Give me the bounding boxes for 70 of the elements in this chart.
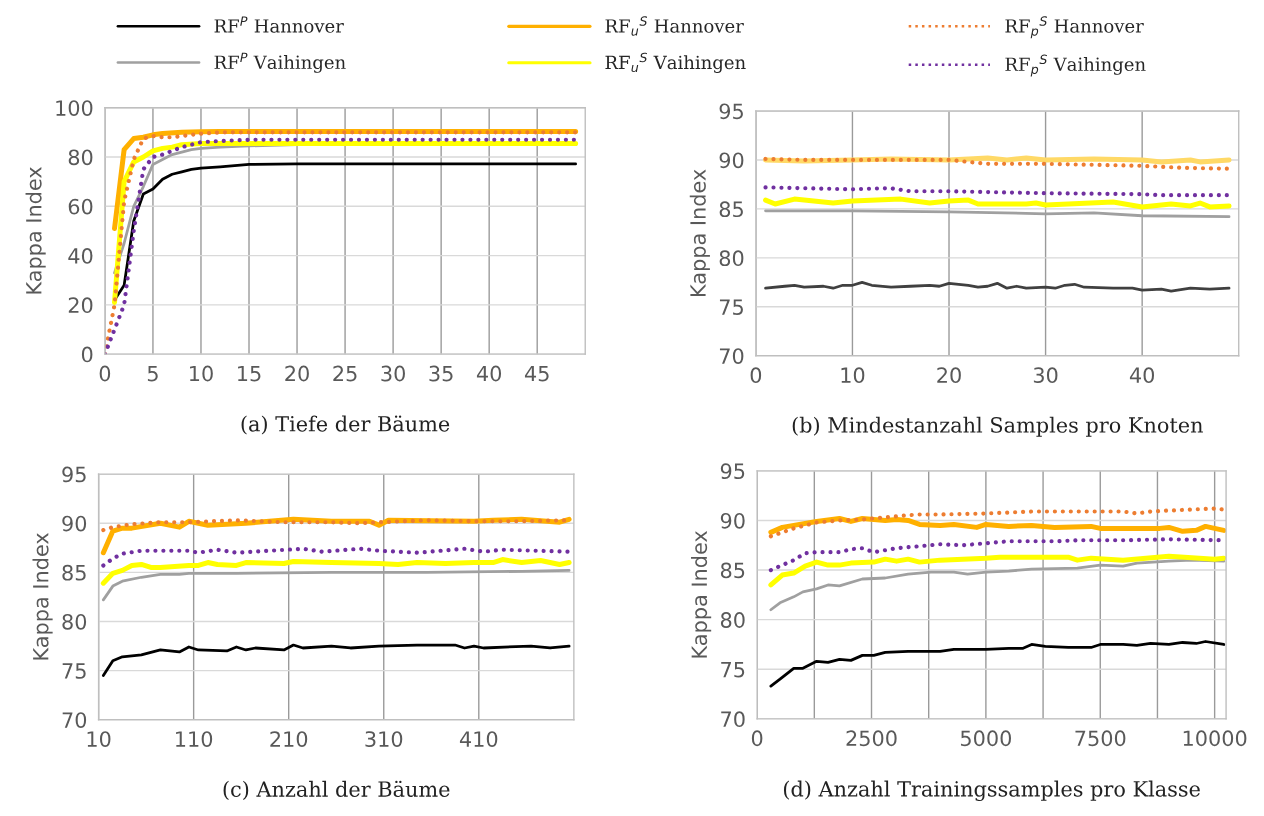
y-tick-label: 60 [68, 198, 93, 215]
x-tick-label: 30 [1033, 367, 1058, 384]
x-tick-label: 7500 [1075, 730, 1126, 747]
x-tick-label: 25 [333, 365, 357, 382]
legend-label: RF$_{u}$$^{S}$ Hannover [605, 16, 744, 36]
line-series [768, 506, 1226, 539]
y-axis-title: Kappa Index [691, 530, 712, 658]
legend-label: RF$^{P}$ Hannover [214, 16, 344, 33]
y-tick-label: 70 [62, 712, 87, 728]
x-tick-label: 110 [176, 731, 213, 747]
legend-label: RF$_{p}$$^{S}$ Vaihingen [1005, 54, 1146, 77]
y-tick-label: 80 [719, 250, 744, 267]
x-tick-label: 40 [476, 365, 502, 382]
x-tick-label: 40 [1129, 367, 1155, 384]
line-series [763, 185, 1232, 198]
x-tick-label: 15 [238, 365, 261, 382]
y-tick-label: 85 [720, 562, 745, 579]
x-tick-label: 20 [285, 365, 309, 382]
x-tick-label: 0 [750, 367, 762, 384]
y-tick-label: 90 [720, 512, 745, 529]
x-tick-label: 35 [429, 365, 453, 382]
x-tick-label: 10 [87, 731, 111, 747]
text: (d) Anzahl Trainingssamples pro Klasse [783, 780, 1200, 802]
y-tick-label: 90 [62, 515, 87, 532]
legend-label: RF$_{p}$$^{S}$ Hannover [1005, 16, 1144, 39]
x-tick-label: 30 [381, 365, 405, 382]
text: (a) Tiefe der Bäume [241, 415, 450, 435]
y-tick-label: 80 [62, 613, 87, 630]
y-tick-label: 85 [719, 201, 743, 218]
y-tick-label: 70 [719, 348, 744, 364]
x-tick-label: 5000 [960, 730, 1012, 747]
y-axis-title: Kappa Index [25, 166, 46, 294]
y-tick-label: 0 [81, 346, 93, 363]
y-tick-label: 75 [62, 663, 86, 679]
y-tick-label: 70 [721, 711, 745, 728]
y-tick-label: 75 [721, 662, 745, 678]
line-series [763, 156, 1232, 171]
y-tick-label: 95 [62, 466, 86, 483]
x-tick-label: 310 [365, 731, 403, 747]
x-tick-label: 45 [524, 365, 549, 382]
y-tick-label: 85 [62, 564, 86, 581]
y-tick-label: 20 [68, 297, 93, 314]
x-tick-label: 0 [99, 365, 111, 382]
line-series [764, 280, 1231, 293]
y-tick-label: 80 [68, 149, 93, 166]
x-tick-label: 20 [937, 367, 961, 384]
y-tick-label: 80 [720, 612, 745, 628]
text: (b) Mindestanzahl Samples pro Knoten [792, 416, 1203, 437]
y-tick-label: 95 [719, 103, 743, 120]
y-tick-label: 100 [56, 100, 93, 116]
x-tick-label: 10 [841, 367, 865, 384]
legend-label: RF$^{P}$ Vaihingen [214, 52, 346, 73]
y-axis-title: Kappa Index [689, 169, 710, 296]
x-tick-label: 410 [459, 731, 498, 747]
x-tick-label: 2500 [846, 730, 897, 747]
y-axis-title: Kappa Index [32, 532, 53, 660]
x-tick-label: 10000 [1183, 730, 1247, 747]
y-tick-label: 90 [719, 152, 744, 169]
legend-label: RF$_{u}$$^{S}$ Vaihingen [605, 52, 746, 73]
line-series [769, 640, 1226, 688]
x-tick-label: 210 [270, 731, 308, 747]
y-tick-label: 75 [719, 299, 743, 316]
text: (c) Anzahl der Bäume [223, 780, 450, 800]
x-tick-label: 5 [147, 365, 158, 382]
y-tick-label: 40 [68, 248, 93, 264]
x-tick-label: 10 [190, 365, 213, 382]
line-series [101, 546, 572, 568]
y-tick-label: 95 [720, 463, 745, 480]
line-series [101, 643, 571, 677]
x-tick-label: 0 [751, 730, 763, 747]
